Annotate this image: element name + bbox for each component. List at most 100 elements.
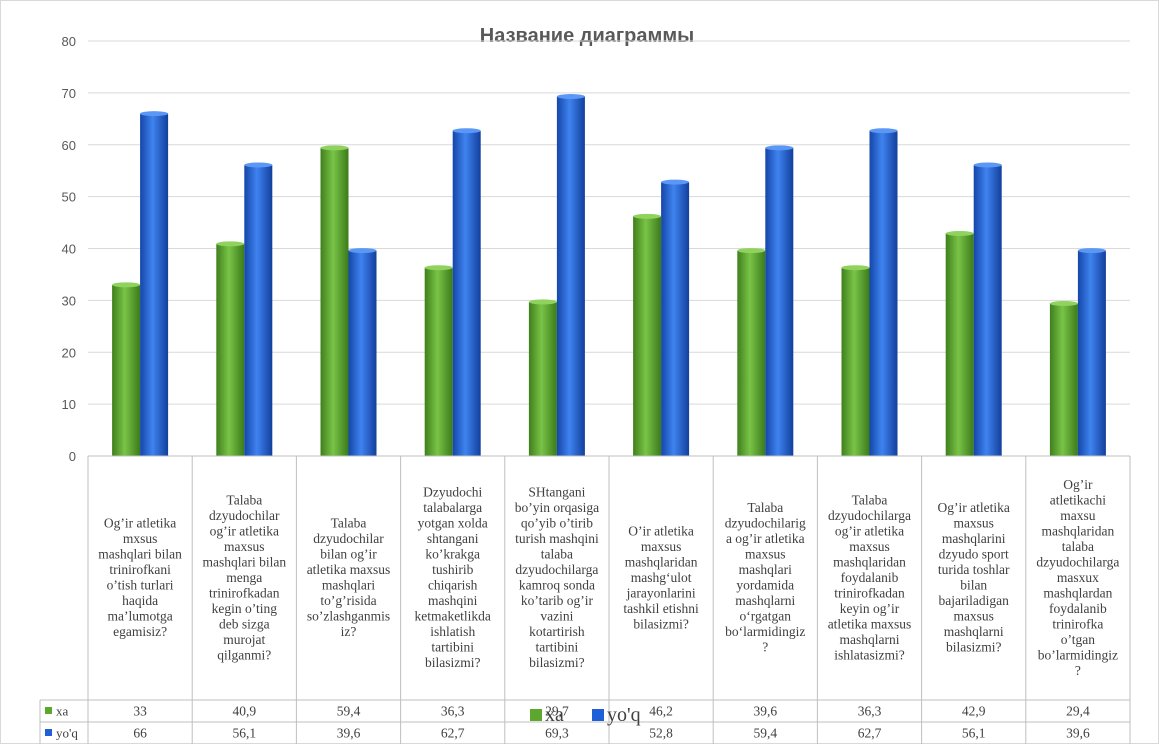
legend: xa yo'q bbox=[530, 704, 641, 726]
bar-xa-7 bbox=[737, 248, 766, 456]
category-label: Og’ir atletikachi maxsu mashqlaridan talaba d… bbox=[1036, 477, 1119, 678]
bar-top bbox=[633, 213, 662, 219]
data-table-value: 42,9 bbox=[962, 704, 986, 719]
bar-top bbox=[244, 162, 273, 168]
bar-top bbox=[765, 145, 794, 151]
category-label: SHtangani bo’yin orqasiga qo’yib o’tirib tu… bbox=[515, 485, 599, 671]
data-table-value: 36,3 bbox=[441, 704, 465, 719]
bar-top bbox=[841, 265, 870, 271]
bar-top bbox=[112, 282, 141, 288]
data-table-value: 56,1 bbox=[962, 726, 986, 741]
data-table-value: 66 bbox=[133, 726, 147, 741]
row-header: xa bbox=[56, 704, 69, 719]
bar-body bbox=[1077, 250, 1106, 456]
y-tick-label: 40 bbox=[62, 242, 76, 257]
bar-body bbox=[869, 130, 898, 456]
category-label: Talaba dzyudochilarga og’ir atletika maxsus… bbox=[828, 492, 912, 662]
data-table-value: 52,8 bbox=[649, 726, 673, 741]
y-tick-label: 60 bbox=[62, 138, 76, 153]
legend-key bbox=[530, 709, 542, 721]
legend-key bbox=[592, 709, 604, 721]
bar-yo'q-10 bbox=[1077, 248, 1106, 456]
bar-xa-6 bbox=[633, 213, 662, 456]
row-legend-key bbox=[45, 707, 52, 714]
bar-body bbox=[452, 130, 481, 456]
bar-body bbox=[320, 147, 349, 457]
y-axis-tick-labels: 0 10 20 30 40 50 60 70 80 bbox=[62, 34, 76, 464]
data-table-value: 46,2 bbox=[649, 704, 673, 719]
bar-body bbox=[1049, 303, 1078, 456]
bars bbox=[112, 94, 1106, 457]
category-label: Talaba dzyudochilar og’ir atletika maxsus ma… bbox=[202, 492, 286, 662]
bar-top bbox=[973, 162, 1002, 168]
y-tick-label: 20 bbox=[62, 345, 76, 360]
bar-body bbox=[244, 164, 273, 456]
bar-body bbox=[348, 250, 377, 456]
bar-yo'q-6 bbox=[661, 179, 690, 456]
bar-xa-2 bbox=[216, 241, 245, 456]
bar-top bbox=[945, 230, 974, 236]
bar-yo'q-9 bbox=[973, 162, 1002, 456]
data-table-value: 62,7 bbox=[858, 726, 882, 741]
bar-xa-8 bbox=[841, 265, 870, 456]
bar-top bbox=[1049, 300, 1078, 306]
bar-body bbox=[424, 267, 453, 456]
bar-top bbox=[452, 128, 481, 134]
y-tick-label: 10 bbox=[62, 397, 76, 412]
bar-body bbox=[973, 164, 1002, 456]
bar-body bbox=[737, 250, 766, 456]
bar-top bbox=[661, 179, 690, 185]
bar-yo'q-1 bbox=[140, 111, 169, 456]
bar-top bbox=[140, 111, 169, 117]
category-label: Talaba dzyudochilar bilan og’ir atletika ma… bbox=[307, 516, 391, 640]
bar-body bbox=[661, 182, 690, 456]
y-tick-label: 80 bbox=[62, 34, 76, 49]
data-table-value: 33 bbox=[133, 704, 147, 719]
data-table-value: 40,9 bbox=[232, 704, 256, 719]
category-label: O’ir atletika maxsus mashqlaridan mashg‘ulo… bbox=[623, 523, 699, 631]
data-table-value: 29,7 bbox=[545, 704, 569, 719]
bar-top bbox=[528, 299, 557, 305]
bar-body bbox=[140, 113, 169, 456]
bar-body bbox=[112, 284, 141, 456]
y-tick-label: 70 bbox=[62, 86, 76, 101]
bar-xa-9 bbox=[945, 230, 974, 456]
bar-body bbox=[556, 96, 585, 456]
data-table-value: 39,6 bbox=[337, 726, 361, 741]
chart-title: Название диаграммы bbox=[480, 25, 694, 47]
legend-label: xa bbox=[545, 704, 564, 726]
bar-xa-4 bbox=[424, 265, 453, 456]
bar-body bbox=[945, 233, 974, 456]
y-tick-label: 30 bbox=[62, 293, 76, 308]
bar-top bbox=[320, 145, 349, 151]
data-table-value: 39,6 bbox=[753, 704, 777, 719]
data-table-value: 69,3 bbox=[545, 726, 569, 741]
data-table-value: 59,4 bbox=[753, 726, 777, 741]
bar-yo'q-8 bbox=[869, 128, 898, 456]
bar-top bbox=[216, 241, 245, 247]
bar-yo'q-7 bbox=[765, 145, 794, 457]
row-header: yo'q bbox=[56, 726, 78, 741]
category-label: Dzyudochi talabalarga yotgan xolda shtangan… bbox=[414, 485, 490, 671]
bar-top bbox=[424, 265, 453, 271]
bar-body bbox=[765, 147, 794, 457]
bar-top bbox=[869, 128, 898, 134]
data-table-value: 59,4 bbox=[337, 704, 361, 719]
category-label: Og’ir atletika mxsus mashqlari bilan trinir… bbox=[98, 516, 182, 640]
bar-top bbox=[348, 248, 377, 254]
category-label: Og’ir atletika maxsus mashqlarini dzyudo sp… bbox=[938, 500, 1010, 655]
bar-yo'q-2 bbox=[244, 162, 273, 456]
data-table: Og’ir atletika mxsus mashqlari bilan trinir… bbox=[39, 455, 1131, 744]
bar-xa-10 bbox=[1049, 300, 1078, 456]
category-label: Talaba dzyudochilarig a og’ir atletika maxs… bbox=[725, 500, 806, 655]
legend-label: yo'q bbox=[607, 704, 641, 726]
bar-body bbox=[633, 216, 662, 456]
bar-yo'q-3 bbox=[348, 248, 377, 456]
bar-body bbox=[216, 243, 245, 456]
data-table-value: 29,4 bbox=[1066, 704, 1090, 719]
bar-xa-5 bbox=[528, 299, 557, 456]
y-tick-label: 0 bbox=[69, 449, 76, 464]
bar-body bbox=[528, 301, 557, 456]
bar-top bbox=[1077, 248, 1106, 254]
bar-top bbox=[556, 94, 585, 100]
